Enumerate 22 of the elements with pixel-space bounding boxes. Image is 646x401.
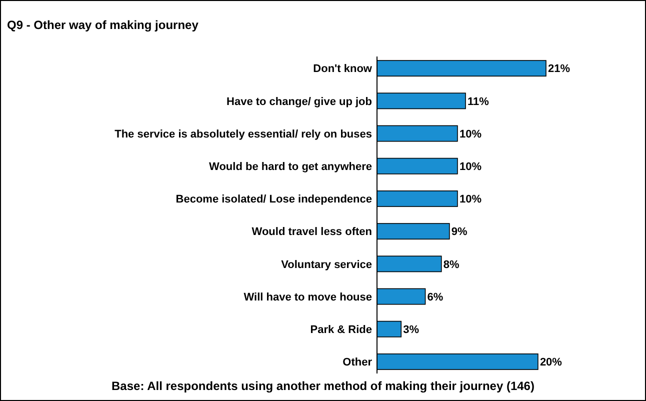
data-label: 9%: [451, 226, 468, 238]
y-tick-label: Have to change/ give up job: [226, 96, 372, 108]
y-tick-label: Become isolated/ Lose independence: [176, 194, 372, 206]
data-label: 3%: [403, 324, 420, 336]
y-tick-label: Would travel less often: [252, 226, 372, 238]
y-tick-label: Other: [342, 356, 373, 369]
text: Base: All respondents using another method of making their journey (146): [112, 379, 534, 393]
y-tick-label: Voluntary service: [281, 258, 372, 271]
data-label: 21%: [548, 63, 570, 76]
data-label: 10%: [459, 194, 482, 206]
text: Q9 - Other way of making journey: [7, 18, 199, 32]
data-label: 20%: [540, 356, 562, 369]
y-tick-label: The service is absolutely essential/ rely on buses: [114, 128, 372, 140]
data-label: 11%: [468, 96, 490, 108]
y-tick-label: Will have to move house: [244, 291, 372, 304]
data-label: 10%: [459, 128, 482, 140]
data-label: 10%: [459, 160, 482, 173]
y-tick-label: Don't know: [313, 63, 372, 76]
y-tick-label: Would be hard to get anywhere: [209, 160, 372, 173]
data-label: 6%: [427, 291, 444, 304]
data-label: 8%: [443, 258, 460, 271]
y-tick-label: Park & Ride: [310, 324, 372, 336]
